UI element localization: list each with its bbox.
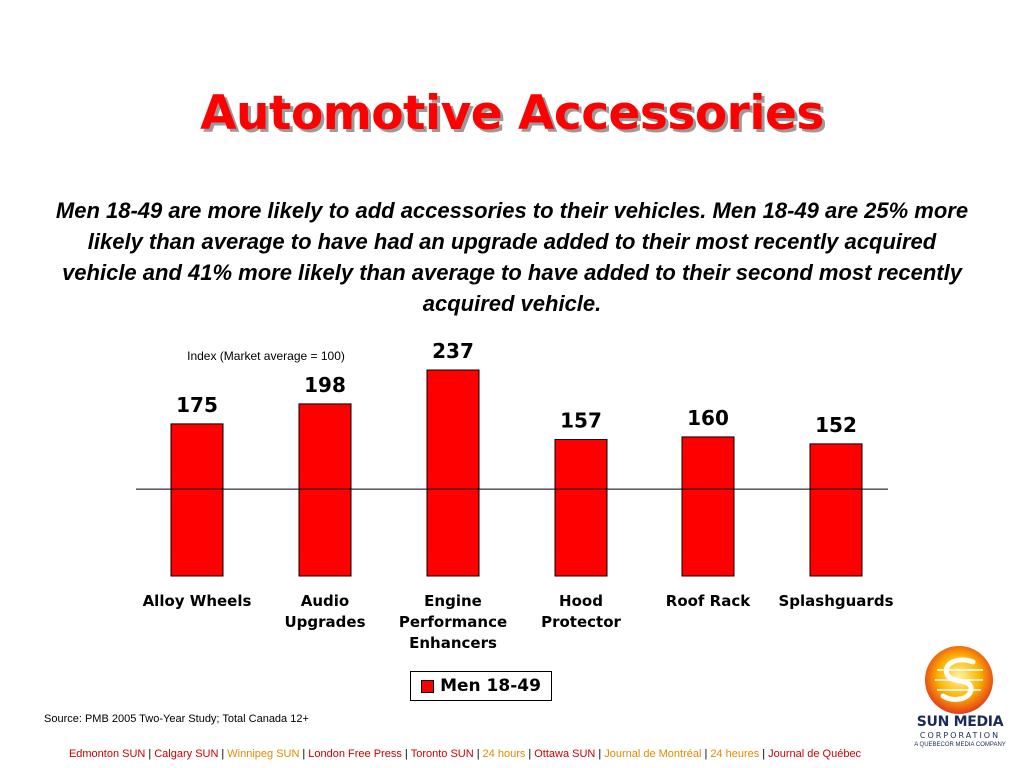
data-label: 160	[687, 406, 729, 430]
page-title: Automotive Accessories	[200, 86, 824, 141]
legend-label: Men 18-49	[440, 676, 541, 696]
footer-publications: Edmonton SUN | Calgary SUN | Winnipeg SUN | Lo…	[0, 748, 930, 760]
footer-separator: |	[598, 748, 602, 760]
data-label: 175	[176, 393, 218, 417]
footer-separator: |	[704, 748, 708, 760]
data-label: 157	[560, 409, 602, 433]
data-label: 198	[304, 373, 346, 397]
footer-publication: Toronto SUN	[410, 748, 474, 760]
logo-name: SUN MEDIA	[916, 714, 1004, 730]
category-label: Performance	[399, 613, 507, 631]
footer-separator: |	[404, 748, 408, 760]
bar	[426, 369, 480, 577]
footer-separator: |	[221, 748, 225, 760]
footer-separator: |	[302, 748, 306, 760]
category-label: Upgrades	[284, 613, 365, 631]
footer-publication: 24 heures	[710, 748, 760, 760]
source-note: Source: PMB 2005 Two-Year Study; Total C…	[44, 713, 309, 725]
footer-publication: Ottawa SUN	[534, 748, 596, 760]
category-label: Alloy Wheels	[143, 592, 252, 610]
sun-logo-icon	[925, 646, 993, 714]
legend-swatch	[421, 679, 435, 693]
category-label: Protector	[541, 613, 621, 631]
bar-chart: Index (Market average = 100) 175 Alloy Whe…	[0, 330, 1024, 660]
bar	[298, 403, 352, 577]
y-axis-label: Index (Market average = 100)	[187, 349, 345, 363]
category-label: Hood	[559, 592, 603, 610]
category-label: Roof Rack	[666, 592, 751, 610]
footer-publication: Journal de Québec	[768, 748, 862, 760]
footer-separator: |	[148, 748, 152, 760]
chart-legend: Men 18-49	[410, 671, 552, 701]
page-subtitle: Men 18-49 are more likely to add accesso…	[55, 198, 969, 316]
bar	[809, 443, 863, 577]
category-label: Audio	[301, 592, 349, 610]
data-label: 237	[432, 339, 474, 363]
logo-corporation: CORPORATION	[919, 731, 1001, 740]
footer-publication: Winnipeg SUN	[227, 748, 300, 760]
bar	[170, 423, 224, 577]
footer-publication: Journal de Montréal	[604, 748, 702, 760]
footer-publication: Edmonton SUN	[68, 748, 146, 760]
category-label: Engine	[424, 592, 482, 610]
footer-separator: |	[528, 748, 532, 760]
footer-publication: 24 hours	[482, 748, 526, 760]
footer-publication: London Free Press	[308, 748, 402, 760]
category-label: Splashguards	[778, 592, 893, 610]
footer-separator: |	[762, 748, 766, 760]
logo-tagline: A QUEBECOR MEDIA COMPANY	[914, 742, 1006, 748]
footer-separator: |	[476, 748, 480, 760]
bar	[681, 436, 735, 577]
sun-media-logo: SUN MEDIA CORPORATION A QUEBECOR MEDIA C…	[905, 644, 1015, 754]
chart-svg: Index (Market average = 100) 175 Alloy Whe…	[136, 339, 894, 652]
bar	[554, 439, 608, 577]
footer-publication: Calgary SUN	[154, 748, 219, 760]
data-label: 152	[815, 413, 857, 437]
category-label: Enhancers	[409, 634, 497, 652]
